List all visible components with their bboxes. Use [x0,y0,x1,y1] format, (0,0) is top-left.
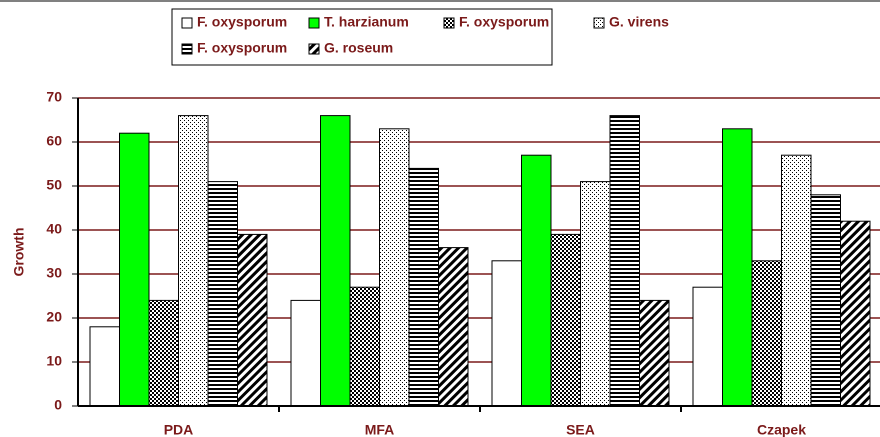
bar [692,286,723,407]
bar [349,286,380,407]
bar [89,326,120,407]
x-tick-label: SEA [566,422,595,437]
bar [722,128,753,407]
y-tick-label: 70 [46,89,62,105]
legend-swatch [593,17,605,29]
y-tick-label: 30 [46,265,62,281]
bar [840,220,871,407]
legend-swatch [308,17,320,29]
y-tick-label: 40 [46,221,62,237]
y-axis-label: Growth [11,228,27,277]
x-tick-label: Czapek [757,422,806,437]
bar [521,154,552,407]
legend-box [171,8,553,66]
bar [408,167,439,407]
bar [290,299,321,407]
y-tick-label: 0 [54,397,62,413]
y-tick-label: 10 [46,353,62,369]
legend-swatch [443,17,455,29]
bar [379,128,410,407]
bar [751,260,782,407]
bar [207,181,238,407]
legend-label: G. virens [609,14,669,30]
legend-swatch [308,43,320,55]
legend-label: F. oxysporum [197,40,287,56]
y-tick-label: 60 [46,133,62,149]
bar [810,194,841,407]
x-tick-label: MFA [365,422,395,437]
legend-swatch [181,17,193,29]
bar [781,154,812,407]
legend-label: T. harzianum [324,14,409,30]
bar [580,181,611,407]
y-tick-label: 50 [46,177,62,193]
legend-label: F. oxysporum [197,14,287,30]
legend-label: F. oxysporum [459,14,549,30]
legend-label: G. roseum [324,40,393,56]
x-tick-label: PDA [164,422,194,437]
bar [550,233,581,407]
bar [148,299,179,407]
bar [491,260,522,407]
bar [119,132,150,407]
bar [320,115,351,407]
bar [237,233,268,407]
bar [609,115,640,407]
y-tick-label: 20 [46,309,62,325]
bar [639,299,670,407]
legend-swatch [181,43,193,55]
bar [438,247,469,407]
bar [178,115,209,407]
